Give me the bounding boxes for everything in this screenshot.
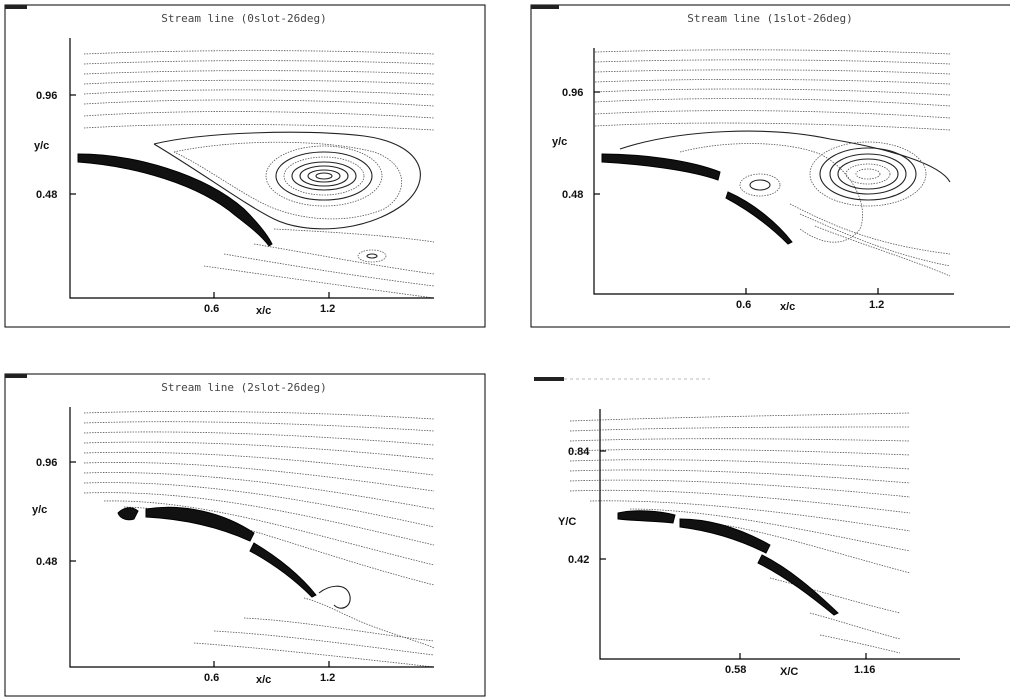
y-axis-label: y/c [552, 136, 567, 148]
streamline-plot-0slot: Stream line (0slot-26deg) [4, 4, 486, 328]
streamline-panel-0slot: Stream line (0slot-26deg) [4, 4, 486, 328]
x-tick-label: 0.6 [204, 672, 219, 684]
separation-bubble [619, 130, 951, 243]
streamlines-lower [769, 577, 901, 654]
airfoil-flap [725, 191, 793, 245]
x-tick-label: 1.16 [854, 664, 875, 676]
window-titlebar-icon [5, 5, 27, 9]
window-titlebar-icon [534, 377, 564, 381]
airfoil-main [679, 518, 771, 554]
panel-title: Stream line (0slot-26deg) [161, 12, 327, 25]
tick-marks [70, 94, 330, 298]
y-tick-label: 0.48 [36, 189, 57, 201]
y-tick-label: 0.84 [568, 446, 590, 458]
x-tick-label: 1.2 [320, 672, 335, 684]
airfoil-main [145, 506, 255, 542]
airfoil-main [77, 153, 273, 247]
wake-vortex [303, 585, 435, 649]
streamlines-lower [789, 203, 951, 277]
window-titlebar-icon [531, 5, 559, 9]
plot-axes [599, 409, 960, 660]
airfoil-slat [117, 507, 139, 521]
x-axis-label: x/c [256, 674, 271, 686]
streamlines-upper [569, 412, 911, 574]
panel-frame [530, 4, 1010, 328]
y-tick-label: 0.42 [568, 554, 589, 566]
y-axis-label: y/c [34, 140, 49, 152]
streamlines-upper [83, 50, 435, 131]
tick-marks [600, 450, 867, 659]
streamlines-upper [83, 410, 435, 586]
y-tick-label: 0.48 [36, 556, 57, 568]
separation-bubble [153, 131, 421, 263]
streamline-panel-2slot: Stream line (2slot-26deg) [4, 373, 486, 697]
streamline-panel-4: 0.84 0.42 Y/C 0.58 1.16 X/C [530, 373, 1010, 697]
airfoil-slat [617, 510, 676, 524]
y-tick-label: 0.96 [562, 87, 583, 99]
y-tick-label: 0.96 [36, 90, 57, 102]
x-tick-label: 0.6 [204, 303, 219, 315]
y-axis-label: y/c [32, 504, 47, 516]
streamlines-lower [203, 228, 435, 299]
plot-axes [593, 48, 954, 295]
x-axis-label: X/C [780, 666, 798, 678]
plot-axes [69, 407, 434, 668]
plot-axes [69, 38, 434, 299]
streamlines-upper [594, 49, 951, 131]
x-tick-label: 1.2 [869, 299, 884, 311]
streamline-plot-2slot: Stream line (2slot-26deg) [4, 373, 486, 697]
streamline-plot-4: 0.84 0.42 Y/C 0.58 1.16 X/C [534, 377, 960, 678]
airfoil-flap [757, 554, 839, 616]
x-tick-label: 0.6 [736, 299, 751, 311]
panel-title: Stream line (1slot-26deg) [687, 12, 853, 25]
airfoil-main [601, 153, 721, 181]
x-tick-label: 0.58 [725, 664, 746, 676]
x-axis-label: x/c [780, 301, 795, 313]
streamlines-lower [193, 617, 435, 668]
y-tick-label: 0.96 [36, 457, 57, 469]
airfoil-flap [249, 542, 317, 598]
x-tick-label: 1.2 [320, 303, 335, 315]
panel-frame [4, 4, 486, 328]
panel-title: Stream line (2slot-26deg) [161, 381, 327, 394]
tick-marks [594, 91, 879, 294]
tick-marks [70, 461, 330, 667]
y-tick-label: 0.48 [562, 189, 583, 201]
x-axis-label: x/c [256, 305, 271, 317]
y-axis-label: Y/C [558, 516, 576, 528]
window-titlebar-icon [5, 374, 27, 378]
streamline-plot-1slot: Stream line (1slot-26deg) [530, 4, 1010, 328]
streamline-panel-1slot: Stream line (1slot-26deg) [530, 4, 1010, 328]
